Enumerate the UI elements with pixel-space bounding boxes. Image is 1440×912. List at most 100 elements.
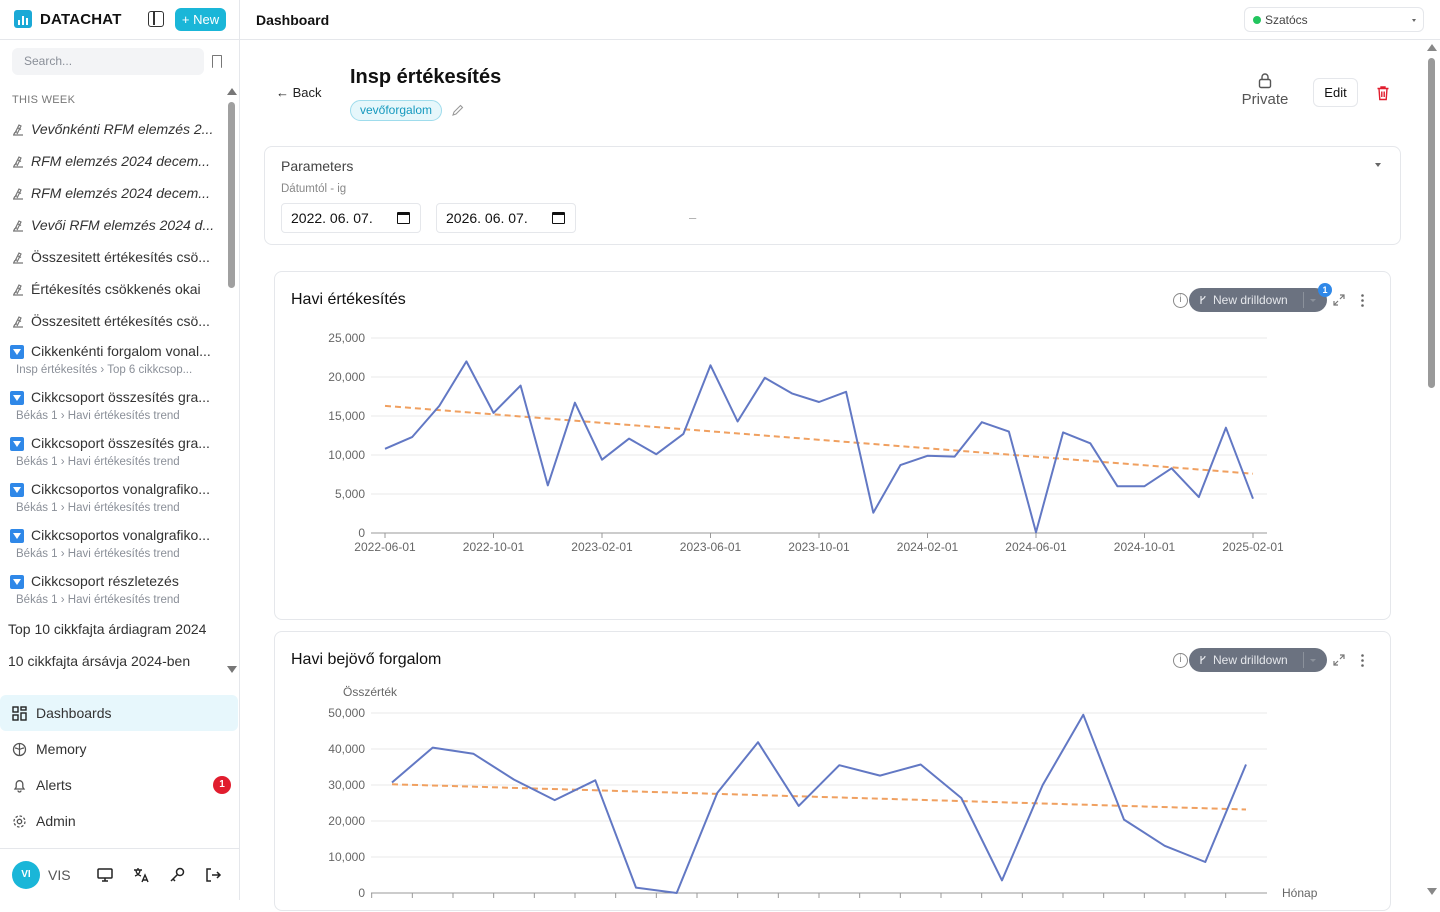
info-icon[interactable]: i <box>1173 293 1188 308</box>
private-label: Private <box>1241 91 1289 108</box>
info-icon[interactable]: i <box>1173 653 1188 668</box>
history-item[interactable]: Összesitett értékesítés csö... <box>0 241 220 273</box>
y-tick-label: 30,000 <box>328 778 365 792</box>
drilldown-item[interactable]: Cikkcsoportos vonalgrafiko... Békás 1 › H… <box>0 521 220 567</box>
y-tick-label: 15,000 <box>328 409 365 423</box>
edit-button[interactable]: Edit <box>1313 78 1358 107</box>
nav-admin[interactable]: Admin <box>0 803 240 839</box>
x-tick-label: 2025-02-01 <box>1222 540 1284 554</box>
pencil-icon[interactable] <box>451 103 465 117</box>
chevron-down-icon[interactable] <box>1310 659 1316 662</box>
sidebar-scrollbar[interactable] <box>227 88 237 678</box>
history-item[interactable]: Értékesítés csökkenés okai <box>0 273 220 305</box>
app-name: DATACHAT <box>40 11 122 28</box>
logout-icon[interactable] <box>204 866 222 884</box>
logo-icon <box>14 10 32 28</box>
calendar-icon[interactable] <box>552 212 565 224</box>
more-icon[interactable] <box>1361 294 1364 307</box>
new-drilldown-button[interactable]: New drilldown 1 <box>1189 283 1332 312</box>
y-tick-label: 10,000 <box>328 448 365 462</box>
back-button[interactable]: ← Back <box>276 85 322 100</box>
history-item-label: Vevőnkénti RFM elemzés 2... <box>31 121 214 137</box>
drilldown-item-label: Cikkenkénti forgalom vonal... <box>31 343 211 359</box>
date-to-input[interactable]: 2026. 06. 07. <box>436 203 576 233</box>
chevron-down-icon[interactable] <box>1375 163 1381 167</box>
main-scrollbar[interactable] <box>1426 42 1438 900</box>
history-item-label: Összesitett értékesítés csö... <box>31 313 210 329</box>
x-tick-label: 2024-10-01 <box>1114 540 1176 554</box>
trend-line <box>391 783 1247 811</box>
history-item[interactable]: 10 cikkfajta ársávja 2024-ben <box>8 653 191 669</box>
x-tick-label: 2023-06-01 <box>680 540 742 554</box>
drilldown-label: New drilldown <box>1213 653 1288 667</box>
microscope-icon <box>13 156 23 168</box>
alerts-badge: 1 <box>213 776 231 794</box>
avatar[interactable]: VI <box>12 861 40 889</box>
y-tick-label: 20,000 <box>328 814 365 828</box>
collapse-sidebar-icon[interactable] <box>148 11 164 27</box>
drilldown-item[interactable]: Cikkcsoportos vonalgrafiko... Békás 1 › H… <box>0 475 220 521</box>
more-icon[interactable] <box>1361 654 1364 667</box>
tag-badge[interactable]: vevőforgalom <box>350 100 443 121</box>
y-tick-label: 5,000 <box>335 487 365 501</box>
page-title: Insp értékesítés <box>350 66 502 88</box>
drilldown-item[interactable]: Cikkenkénti forgalom vonal... Insp értéke… <box>0 337 220 383</box>
drilldown-item[interactable]: Cikkcsoport összesítés gra... Békás 1 › H… <box>0 383 220 429</box>
chart-title: Havi értékesítés <box>291 291 406 308</box>
date-from-input[interactable]: 2022. 06. 07. <box>281 203 421 233</box>
new-button[interactable]: + New <box>175 8 226 31</box>
nav-label: Memory <box>36 741 87 757</box>
drilldown-item-label: Cikkcsoport összesítés gra... <box>31 435 210 451</box>
bookmark-icon[interactable] <box>212 55 222 68</box>
brain-icon <box>12 742 27 757</box>
history-item[interactable]: Top 10 cikkfajta árdiagram 2024 <box>8 621 207 637</box>
drilldown-item[interactable]: Cikkcsoport összesítés gra... Békás 1 › H… <box>0 429 220 475</box>
history-item[interactable]: Vevői RFM elemzés 2024 d... <box>0 209 220 241</box>
top-bar: Dashboard Szatócs <box>240 0 1440 40</box>
history-item[interactable]: RFM elemzés 2024 decem... <box>0 145 220 177</box>
history-item-label: Vevői RFM elemzés 2024 d... <box>31 217 215 233</box>
monitor-icon[interactable] <box>96 866 114 884</box>
drilldown-item[interactable]: Cikkcsoport részletezés Békás 1 › Havi ér… <box>0 567 220 613</box>
nav-label: Admin <box>36 813 76 829</box>
drilldown-item-path: Békás 1 › Havi értékesítés trend <box>16 594 180 606</box>
chart-title: Havi bejövő forgalom <box>291 651 442 668</box>
nav-memory[interactable]: Memory <box>0 731 240 767</box>
x-tick-label: 2024-06-01 <box>1005 540 1067 554</box>
sidebar: DATACHAT + New Search... THIS WEEK Vevőn… <box>0 0 240 900</box>
microscope-icon <box>13 124 23 136</box>
nav-alerts[interactable]: Alerts 1 <box>0 767 240 803</box>
key-icon[interactable] <box>168 866 186 884</box>
expand-icon[interactable] <box>1332 653 1346 667</box>
drilldown-item-label: Cikkcsoport összesítés gra... <box>31 389 210 405</box>
history-item[interactable]: Összesitett értékesítés csö... <box>0 305 220 337</box>
series-line <box>391 713 1247 894</box>
drilldown-icon <box>10 345 24 359</box>
microscope-icon <box>13 188 23 200</box>
search-input[interactable]: Search... <box>12 48 204 75</box>
trash-icon[interactable] <box>1376 85 1390 101</box>
branch-icon <box>1200 655 1206 664</box>
calendar-icon[interactable] <box>397 212 410 224</box>
expand-icon[interactable] <box>1332 293 1346 307</box>
line-chart: 0 5,000 10,000 15,000 20,000 25,000 2022-06-01… <box>328 331 1284 554</box>
y-tick-label: 0 <box>358 526 365 540</box>
history-list: Vevőnkénti RFM elemzés 2... RFM elemzés 2… <box>0 113 226 677</box>
new-drilldown-button[interactable]: New drilldown <box>1189 648 1327 672</box>
main-nav: Dashboards Memory Alerts 1 Admin <box>0 695 240 839</box>
drilldown-item-path: Békás 1 › Havi értékesítés trend <box>16 548 180 560</box>
translate-icon[interactable] <box>132 866 150 884</box>
microscope-icon <box>13 252 23 264</box>
drilldown-item-path: Békás 1 › Havi értékesítés trend <box>16 502 180 514</box>
x-tick-label: 2023-10-01 <box>788 540 850 554</box>
x-tick-label: 2022-06-01 <box>354 540 416 554</box>
workspace-select[interactable]: Szatócs <box>1244 7 1424 32</box>
chevron-down-icon[interactable] <box>1310 299 1316 302</box>
series-line <box>384 360 1254 534</box>
history-item[interactable]: RFM elemzés 2024 decem... <box>0 177 220 209</box>
history-item[interactable]: Vevőnkénti RFM elemzés 2... <box>0 113 220 145</box>
nav-dashboards[interactable]: Dashboards <box>0 695 238 731</box>
private-toggle[interactable]: Private <box>1237 72 1293 112</box>
line-chart: 0 10,000 20,000 30,000 40,000 50,000 Összérték… <box>328 685 1317 900</box>
history-item-label: RFM elemzés 2024 decem... <box>31 153 210 169</box>
